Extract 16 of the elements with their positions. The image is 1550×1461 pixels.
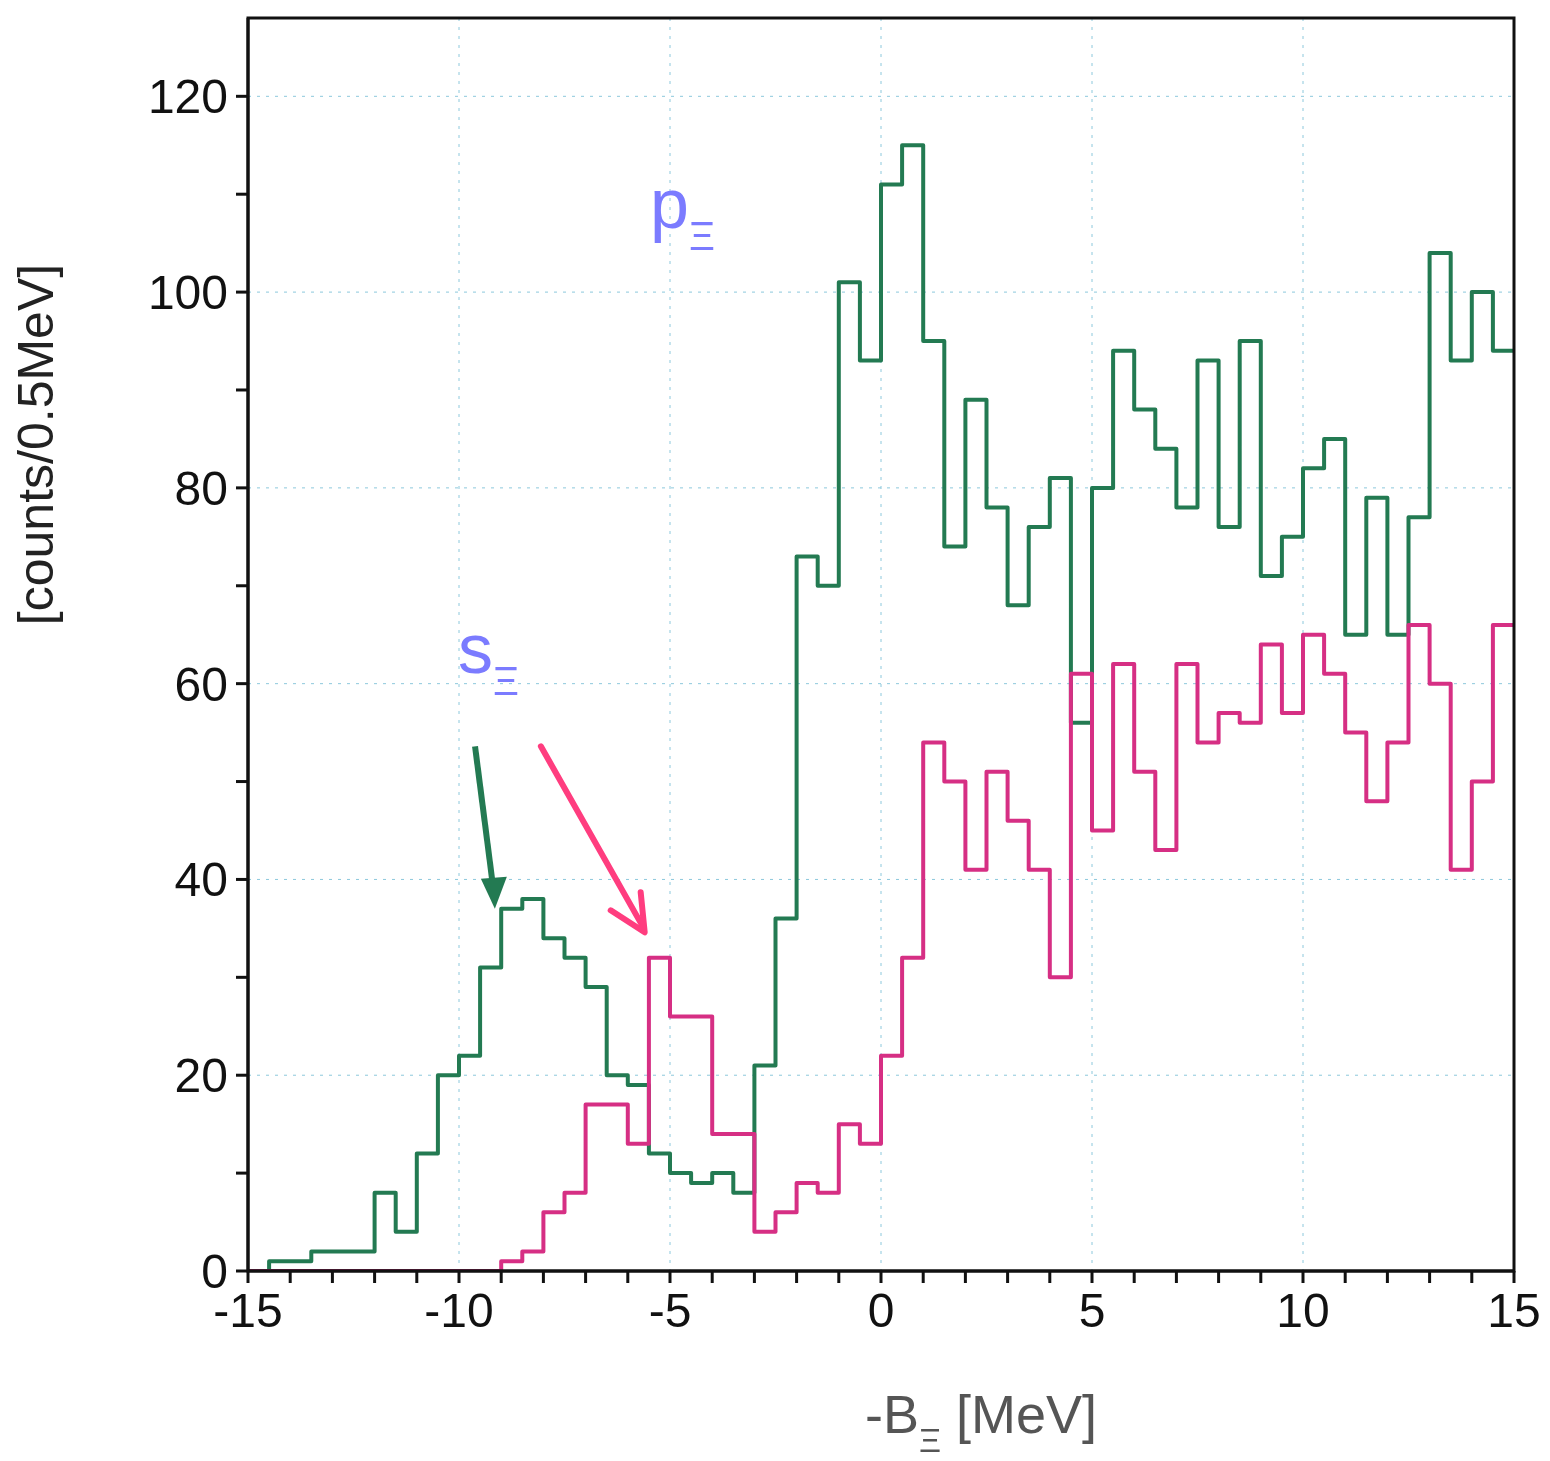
- annotation: s$_{Ξ}$: [458, 610, 519, 703]
- x-tick-label: 10: [1276, 1284, 1330, 1338]
- x-tick-label: -10: [424, 1284, 494, 1338]
- x-tick-label: -5: [648, 1284, 692, 1338]
- y-tick-label: 60: [174, 657, 228, 711]
- y-tick-label: 80: [174, 461, 228, 515]
- y-tick-label: 20: [174, 1049, 228, 1103]
- y-tick-label: 40: [174, 853, 228, 907]
- x-axis-title: -B$_{Ξ}$ [MeV]: [864, 1384, 1098, 1459]
- x-tick-label: 5: [1078, 1284, 1106, 1338]
- y-axis-title: [counts/0.5MeV]: [8, 263, 64, 626]
- y-tick-label: 120: [147, 70, 228, 124]
- y-tick-label: 100: [147, 266, 228, 320]
- annotation: p$_{Ξ}$: [650, 165, 715, 258]
- x-tick-label: 15: [1487, 1284, 1541, 1338]
- x-tick-label: 0: [867, 1284, 895, 1338]
